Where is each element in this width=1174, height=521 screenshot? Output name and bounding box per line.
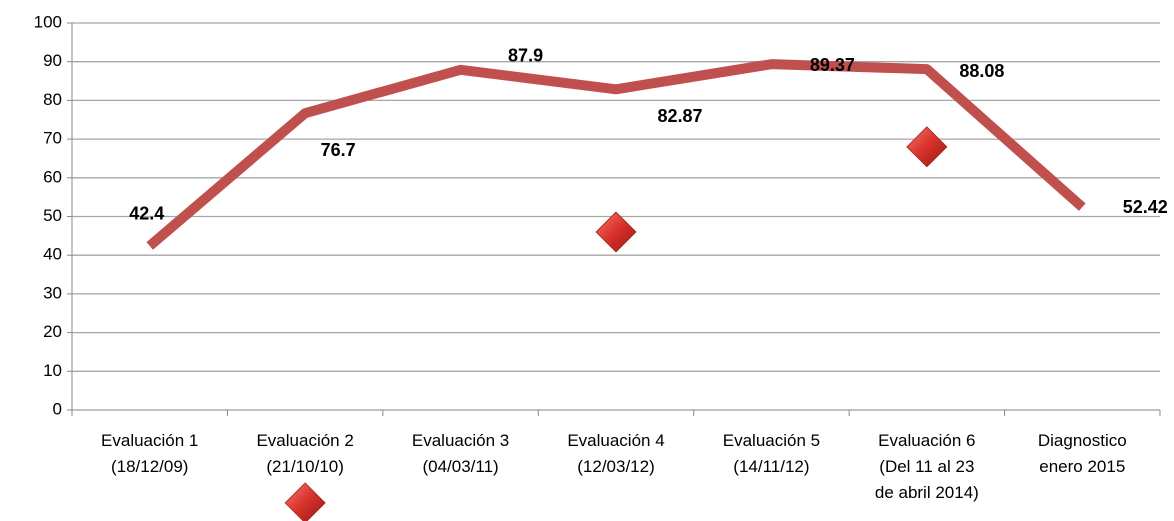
y-tick-label: 10 — [43, 361, 62, 380]
y-tick-label: 80 — [43, 90, 62, 109]
y-tick-label: 60 — [43, 167, 62, 186]
x-tick-line: (21/10/10) — [266, 457, 344, 476]
x-tick-line: Evaluación 2 — [256, 431, 353, 450]
x-tick-line: de abril 2014) — [875, 483, 979, 502]
x-tick-label: Evaluación 6 (Del 11 al 23 de abril 2014) — [875, 431, 979, 502]
diamond-marker — [906, 126, 948, 168]
x-tick-line: Evaluación 3 — [412, 431, 509, 450]
x-tick-line: (14/11/12) — [733, 457, 809, 476]
x-tick-line: (Del 11 al 23 — [879, 457, 974, 476]
series-line — [146, 59, 1086, 250]
y-tick-label: 50 — [43, 206, 62, 225]
data-label: 87.9 — [508, 46, 543, 66]
x-tick-label: Evaluación 1 (18/12/09) — [101, 431, 198, 476]
data-label: 42.4 — [129, 204, 164, 224]
y-tick-label: 40 — [43, 245, 62, 264]
x-tick-line: enero 2015 — [1039, 457, 1125, 476]
x-tick-line: Evaluación 1 — [101, 431, 198, 450]
x-tick-label: Evaluación 4 (12/03/12) — [567, 431, 664, 476]
x-tick-label: Evaluación 5 (14/11/12) — [723, 431, 820, 476]
data-label: 82.87 — [657, 106, 702, 126]
data-label: 89.37 — [810, 55, 855, 75]
diamond-marker — [595, 211, 637, 253]
x-tick-line: (04/03/11) — [422, 457, 498, 476]
data-label: 52.42 — [1123, 197, 1168, 217]
y-tick-label: 90 — [43, 51, 62, 70]
x-tick-label: Diagnostico enero 2015 — [1038, 431, 1127, 476]
x-tick-line: Diagnostico — [1038, 431, 1127, 450]
y-tick-label: 30 — [43, 283, 62, 302]
x-tick-line: Evaluación 4 — [567, 431, 664, 450]
data-label: 88.08 — [959, 61, 1004, 81]
x-tick-line: Evaluación 5 — [723, 431, 820, 450]
x-tick-label: Evaluación 2 (21/10/10) — [256, 431, 353, 476]
y-tick-label: 0 — [53, 399, 62, 418]
data-label: 76.7 — [321, 140, 356, 160]
y-tick-label: 70 — [43, 129, 62, 148]
diamond-marker — [284, 482, 326, 521]
x-tick-line: Evaluación 6 — [878, 431, 975, 450]
y-tick-label: 100 — [34, 12, 62, 31]
y-tick-label: 20 — [43, 322, 62, 341]
x-tick-line: (18/12/09) — [111, 457, 189, 476]
x-tick-label: Evaluación 3 (04/03/11) — [412, 431, 509, 476]
x-tick-line: (12/03/12) — [577, 457, 655, 476]
